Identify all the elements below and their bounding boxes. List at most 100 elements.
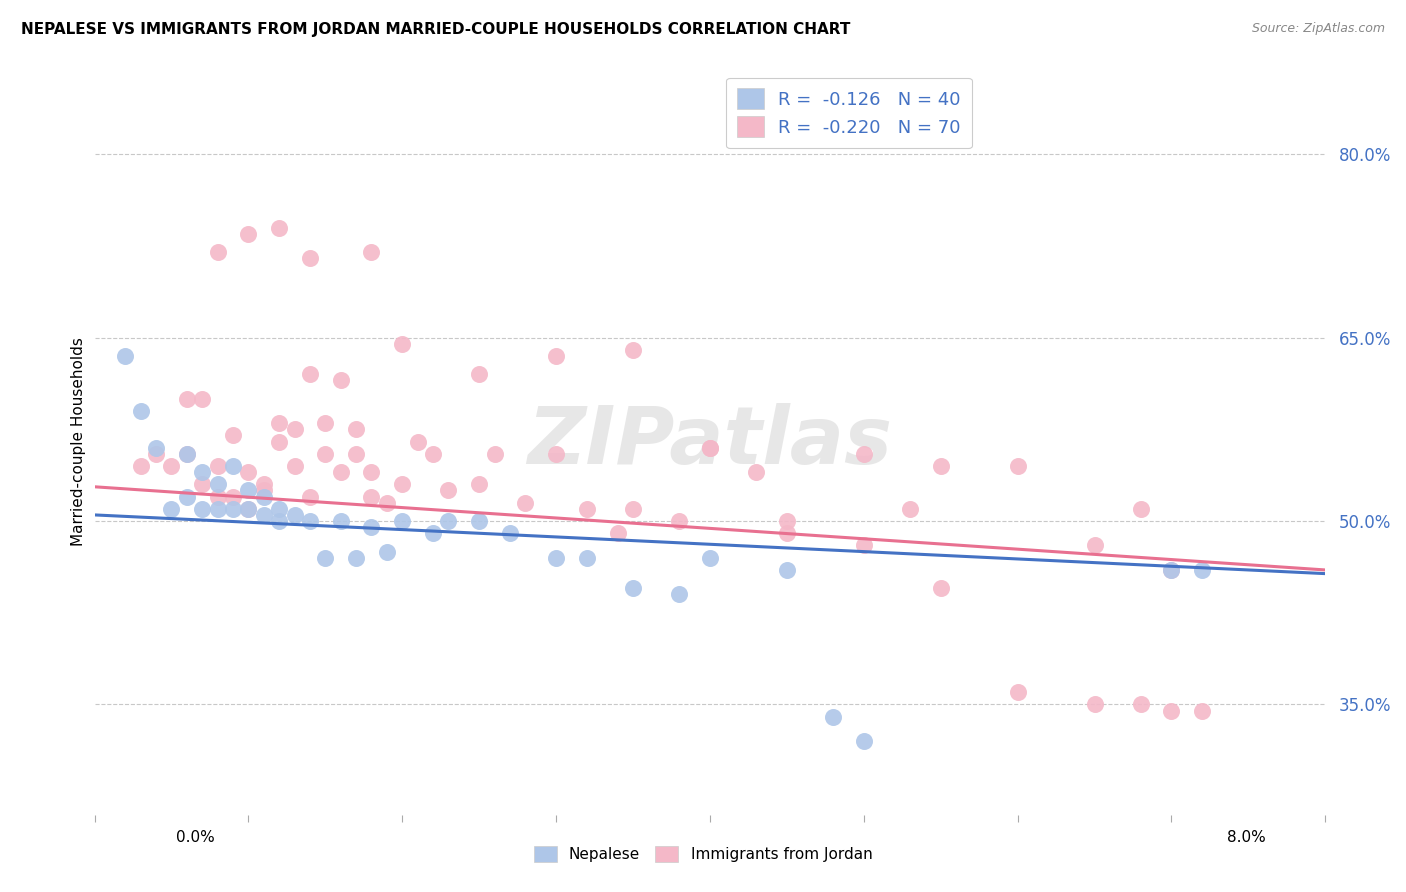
Legend: R =  -0.126   N = 40, R =  -0.220   N = 70: R = -0.126 N = 40, R = -0.220 N = 70	[725, 78, 972, 148]
Point	[852, 734, 875, 748]
Point	[238, 227, 260, 241]
Point	[1083, 539, 1105, 553]
Point	[222, 458, 245, 473]
Point	[253, 483, 276, 498]
Point	[269, 501, 291, 516]
Point	[176, 490, 198, 504]
Point	[852, 447, 875, 461]
Point	[776, 514, 799, 528]
Point	[344, 550, 367, 565]
Legend: Nepalese, Immigrants from Jordan: Nepalese, Immigrants from Jordan	[527, 840, 879, 868]
Point	[1007, 458, 1029, 473]
Point	[929, 458, 952, 473]
Point	[284, 508, 307, 522]
Point	[191, 392, 214, 406]
Point	[360, 520, 382, 534]
Point	[1083, 698, 1105, 712]
Point	[1129, 698, 1152, 712]
Point	[468, 477, 491, 491]
Point	[484, 447, 506, 461]
Point	[745, 465, 768, 479]
Point	[406, 434, 429, 449]
Point	[621, 343, 644, 357]
Point	[269, 220, 291, 235]
Point	[621, 501, 644, 516]
Point	[253, 508, 276, 522]
Point	[269, 434, 291, 449]
Point	[422, 526, 444, 541]
Point	[238, 465, 260, 479]
Point	[298, 490, 321, 504]
Point	[621, 582, 644, 596]
Point	[298, 514, 321, 528]
Point	[468, 514, 491, 528]
Point	[668, 514, 690, 528]
Point	[176, 447, 198, 461]
Point	[284, 458, 307, 473]
Point	[329, 373, 352, 387]
Point	[314, 550, 336, 565]
Text: ZIPatlas: ZIPatlas	[527, 402, 893, 481]
Point	[129, 458, 152, 473]
Point	[269, 416, 291, 430]
Point	[253, 490, 276, 504]
Point	[222, 501, 245, 516]
Point	[898, 501, 921, 516]
Point	[546, 447, 568, 461]
Point	[176, 392, 198, 406]
Point	[499, 526, 522, 541]
Point	[699, 441, 721, 455]
Point	[207, 501, 229, 516]
Point	[314, 447, 336, 461]
Point	[344, 447, 367, 461]
Point	[468, 368, 491, 382]
Point	[437, 514, 460, 528]
Point	[668, 587, 690, 601]
Point	[207, 477, 229, 491]
Point	[821, 709, 844, 723]
Point	[207, 490, 229, 504]
Point	[253, 477, 276, 491]
Point	[329, 465, 352, 479]
Point	[129, 404, 152, 418]
Point	[238, 483, 260, 498]
Point	[114, 349, 136, 363]
Point	[360, 490, 382, 504]
Point	[606, 526, 628, 541]
Point	[191, 477, 214, 491]
Point	[222, 428, 245, 442]
Point	[145, 447, 167, 461]
Point	[776, 526, 799, 541]
Point	[699, 441, 721, 455]
Point	[360, 465, 382, 479]
Point	[776, 563, 799, 577]
Point	[269, 514, 291, 528]
Point	[437, 483, 460, 498]
Point	[1160, 563, 1182, 577]
Point	[852, 539, 875, 553]
Point	[375, 496, 398, 510]
Point	[238, 501, 260, 516]
Point	[422, 447, 444, 461]
Point	[1129, 501, 1152, 516]
Point	[160, 458, 183, 473]
Point	[1191, 704, 1213, 718]
Y-axis label: Married-couple Households: Married-couple Households	[72, 337, 86, 546]
Point	[929, 582, 952, 596]
Text: Source: ZipAtlas.com: Source: ZipAtlas.com	[1251, 22, 1385, 36]
Point	[391, 514, 413, 528]
Point	[575, 550, 598, 565]
Point	[191, 501, 214, 516]
Point	[360, 244, 382, 259]
Point	[191, 465, 214, 479]
Point	[515, 496, 537, 510]
Point	[575, 501, 598, 516]
Point	[546, 349, 568, 363]
Text: 8.0%: 8.0%	[1226, 830, 1265, 845]
Text: NEPALESE VS IMMIGRANTS FROM JORDAN MARRIED-COUPLE HOUSEHOLDS CORRELATION CHART: NEPALESE VS IMMIGRANTS FROM JORDAN MARRI…	[21, 22, 851, 37]
Point	[329, 514, 352, 528]
Point	[344, 422, 367, 436]
Point	[222, 490, 245, 504]
Point	[298, 251, 321, 265]
Point	[375, 544, 398, 558]
